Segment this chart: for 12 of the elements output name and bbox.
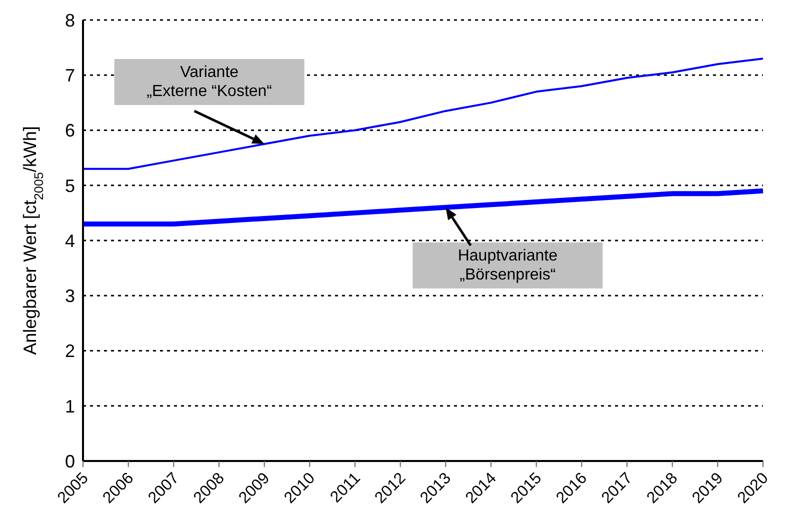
y-tick-label: 0 <box>64 451 75 472</box>
y-tick-label: 7 <box>64 66 75 86</box>
annotation: Variante „Externe “Kosten“ <box>146 64 272 100</box>
y-tick-label: 2 <box>64 341 75 362</box>
line-series <box>82 58 764 170</box>
y-tick-label: 8 <box>64 10 75 30</box>
y-tick-label: 4 <box>64 230 75 251</box>
annotation: Hauptvariante „Börsenpreis“ <box>458 247 558 284</box>
y-tick-label: 6 <box>64 120 75 141</box>
y-tick-label: 5 <box>64 176 75 196</box>
y-tick-label: 1 <box>64 396 75 416</box>
y-tick-label: 3 <box>64 286 75 306</box>
